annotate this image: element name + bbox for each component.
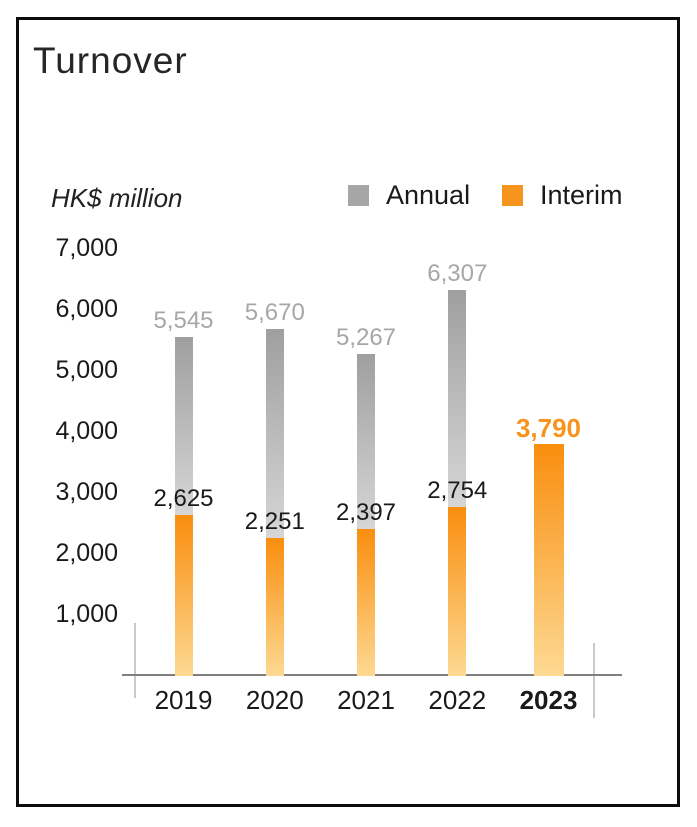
x-tick-label-2021: 2021: [337, 685, 395, 715]
axis-end-tick-right: [593, 643, 595, 718]
axis-unit-label: HK$ million: [51, 183, 183, 213]
bar-interim-2021: [357, 528, 375, 676]
interim-legend-label: Interim: [540, 180, 623, 210]
axis-end-tick-left: [134, 623, 136, 698]
y-tick-label: 1,000: [55, 600, 118, 628]
interim-value-label-2022: 2,754: [427, 477, 488, 504]
legend-item-annual: Annual: [348, 180, 470, 211]
y-tick-label: 5,000: [55, 356, 118, 384]
chart-title: Turnover: [33, 40, 188, 81]
bar-interim-2020: [265, 537, 284, 676]
interim-legend-swatch-icon: [502, 185, 523, 206]
x-tick-label-2023: 2023: [519, 685, 578, 715]
annual-value-label-2020: 5,670: [244, 299, 305, 327]
x-tick-label-2020: 2020: [245, 685, 304, 715]
y-tick-label: 4,000: [55, 417, 118, 445]
bar-interim-2019: [174, 514, 193, 676]
x-tick-label-2019: 2019: [154, 685, 213, 715]
bar-annual-2019: [174, 336, 193, 515]
interim-value-label-2021: 2,397: [335, 498, 397, 526]
interim-value-label-2019: 2,625: [153, 484, 214, 512]
y-tick-label: 2,000: [55, 539, 118, 567]
annual-value-label-2022: 6,307: [427, 260, 488, 288]
legend-item-interim: Interim: [502, 180, 623, 211]
x-tick-label-2022: 2022: [428, 685, 487, 715]
bar-annual-2022: [448, 290, 467, 507]
annual-legend-label: Annual: [386, 180, 471, 210]
y-tick-label: 6,000: [55, 295, 118, 323]
annual-value-label-2021: 5,267: [335, 323, 397, 351]
bar-interim-2023: [533, 443, 564, 676]
interim-value-label-2020: 2,251: [244, 507, 305, 535]
bar-annual-2021: [357, 353, 375, 529]
bar-interim-2022: [448, 507, 467, 676]
bar-annual-2020: [265, 329, 284, 538]
annual-legend-swatch-icon: [348, 185, 369, 206]
y-tick-label: 3,000: [55, 478, 118, 506]
interim-value-label-2023: 3,790: [515, 412, 582, 443]
annual-value-label-2019: 5,545: [153, 306, 214, 334]
y-tick-label: 7,000: [55, 234, 118, 262]
